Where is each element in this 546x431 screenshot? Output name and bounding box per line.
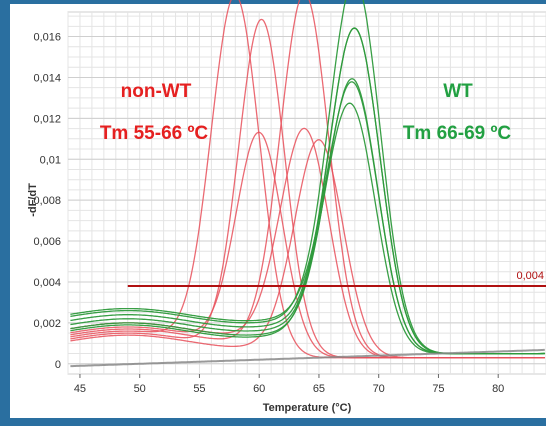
- x-axis-title: Temperature (°C): [263, 402, 352, 414]
- left-frame-bar: [0, 0, 10, 426]
- x-tick-label: 65: [313, 383, 325, 395]
- annotation-non-wt: non-WT: [121, 81, 192, 102]
- x-tick-label: 70: [373, 383, 385, 395]
- y-tick-label: 0,008: [33, 195, 61, 207]
- x-tick-label: 50: [134, 383, 146, 395]
- threshold-line: 0,004: [127, 270, 546, 288]
- y-tick-label: 0,016: [33, 32, 61, 44]
- annotation-wt: WT: [443, 81, 473, 102]
- y-axis-title: -dF/dT: [27, 183, 39, 217]
- x-tick-label: 75: [432, 383, 444, 395]
- y-tick-label: 0: [55, 359, 61, 371]
- series-line-non-wt-5: [70, 139, 545, 359]
- x-tick-label: 55: [193, 383, 205, 395]
- x-tick-label: 45: [74, 383, 86, 395]
- x-axis-ticks: 45 50 55 60 65 70 75 80: [74, 374, 504, 395]
- y-tick-label: 0,004: [33, 277, 61, 289]
- y-tick-label: 0,002: [33, 318, 61, 330]
- x-tick-label: 80: [492, 383, 504, 395]
- y-tick-label: 0,014: [33, 72, 61, 84]
- y-tick-label: 0,006: [33, 236, 61, 248]
- y-axis-ticks: 0 0,002 0,004 0,006 0,008 0,01 0,012 0,014 0,016: [33, 32, 61, 371]
- series-curves: [70, 0, 545, 368]
- series-line-baseline-12: [70, 348, 545, 368]
- threshold-label: 0,004: [516, 270, 544, 282]
- bottom-frame-bar: [0, 418, 546, 426]
- y-tick-label: 0,01: [40, 154, 61, 166]
- y-tick-label: 0,012: [33, 113, 61, 125]
- annotation-wt-tm: Tm 66-69 ºC: [403, 123, 512, 144]
- x-tick-label: 60: [253, 383, 265, 395]
- top-frame-bar: [0, 0, 546, 4]
- annotation-non-wt-tm: Tm 55-66 ºC: [100, 123, 209, 144]
